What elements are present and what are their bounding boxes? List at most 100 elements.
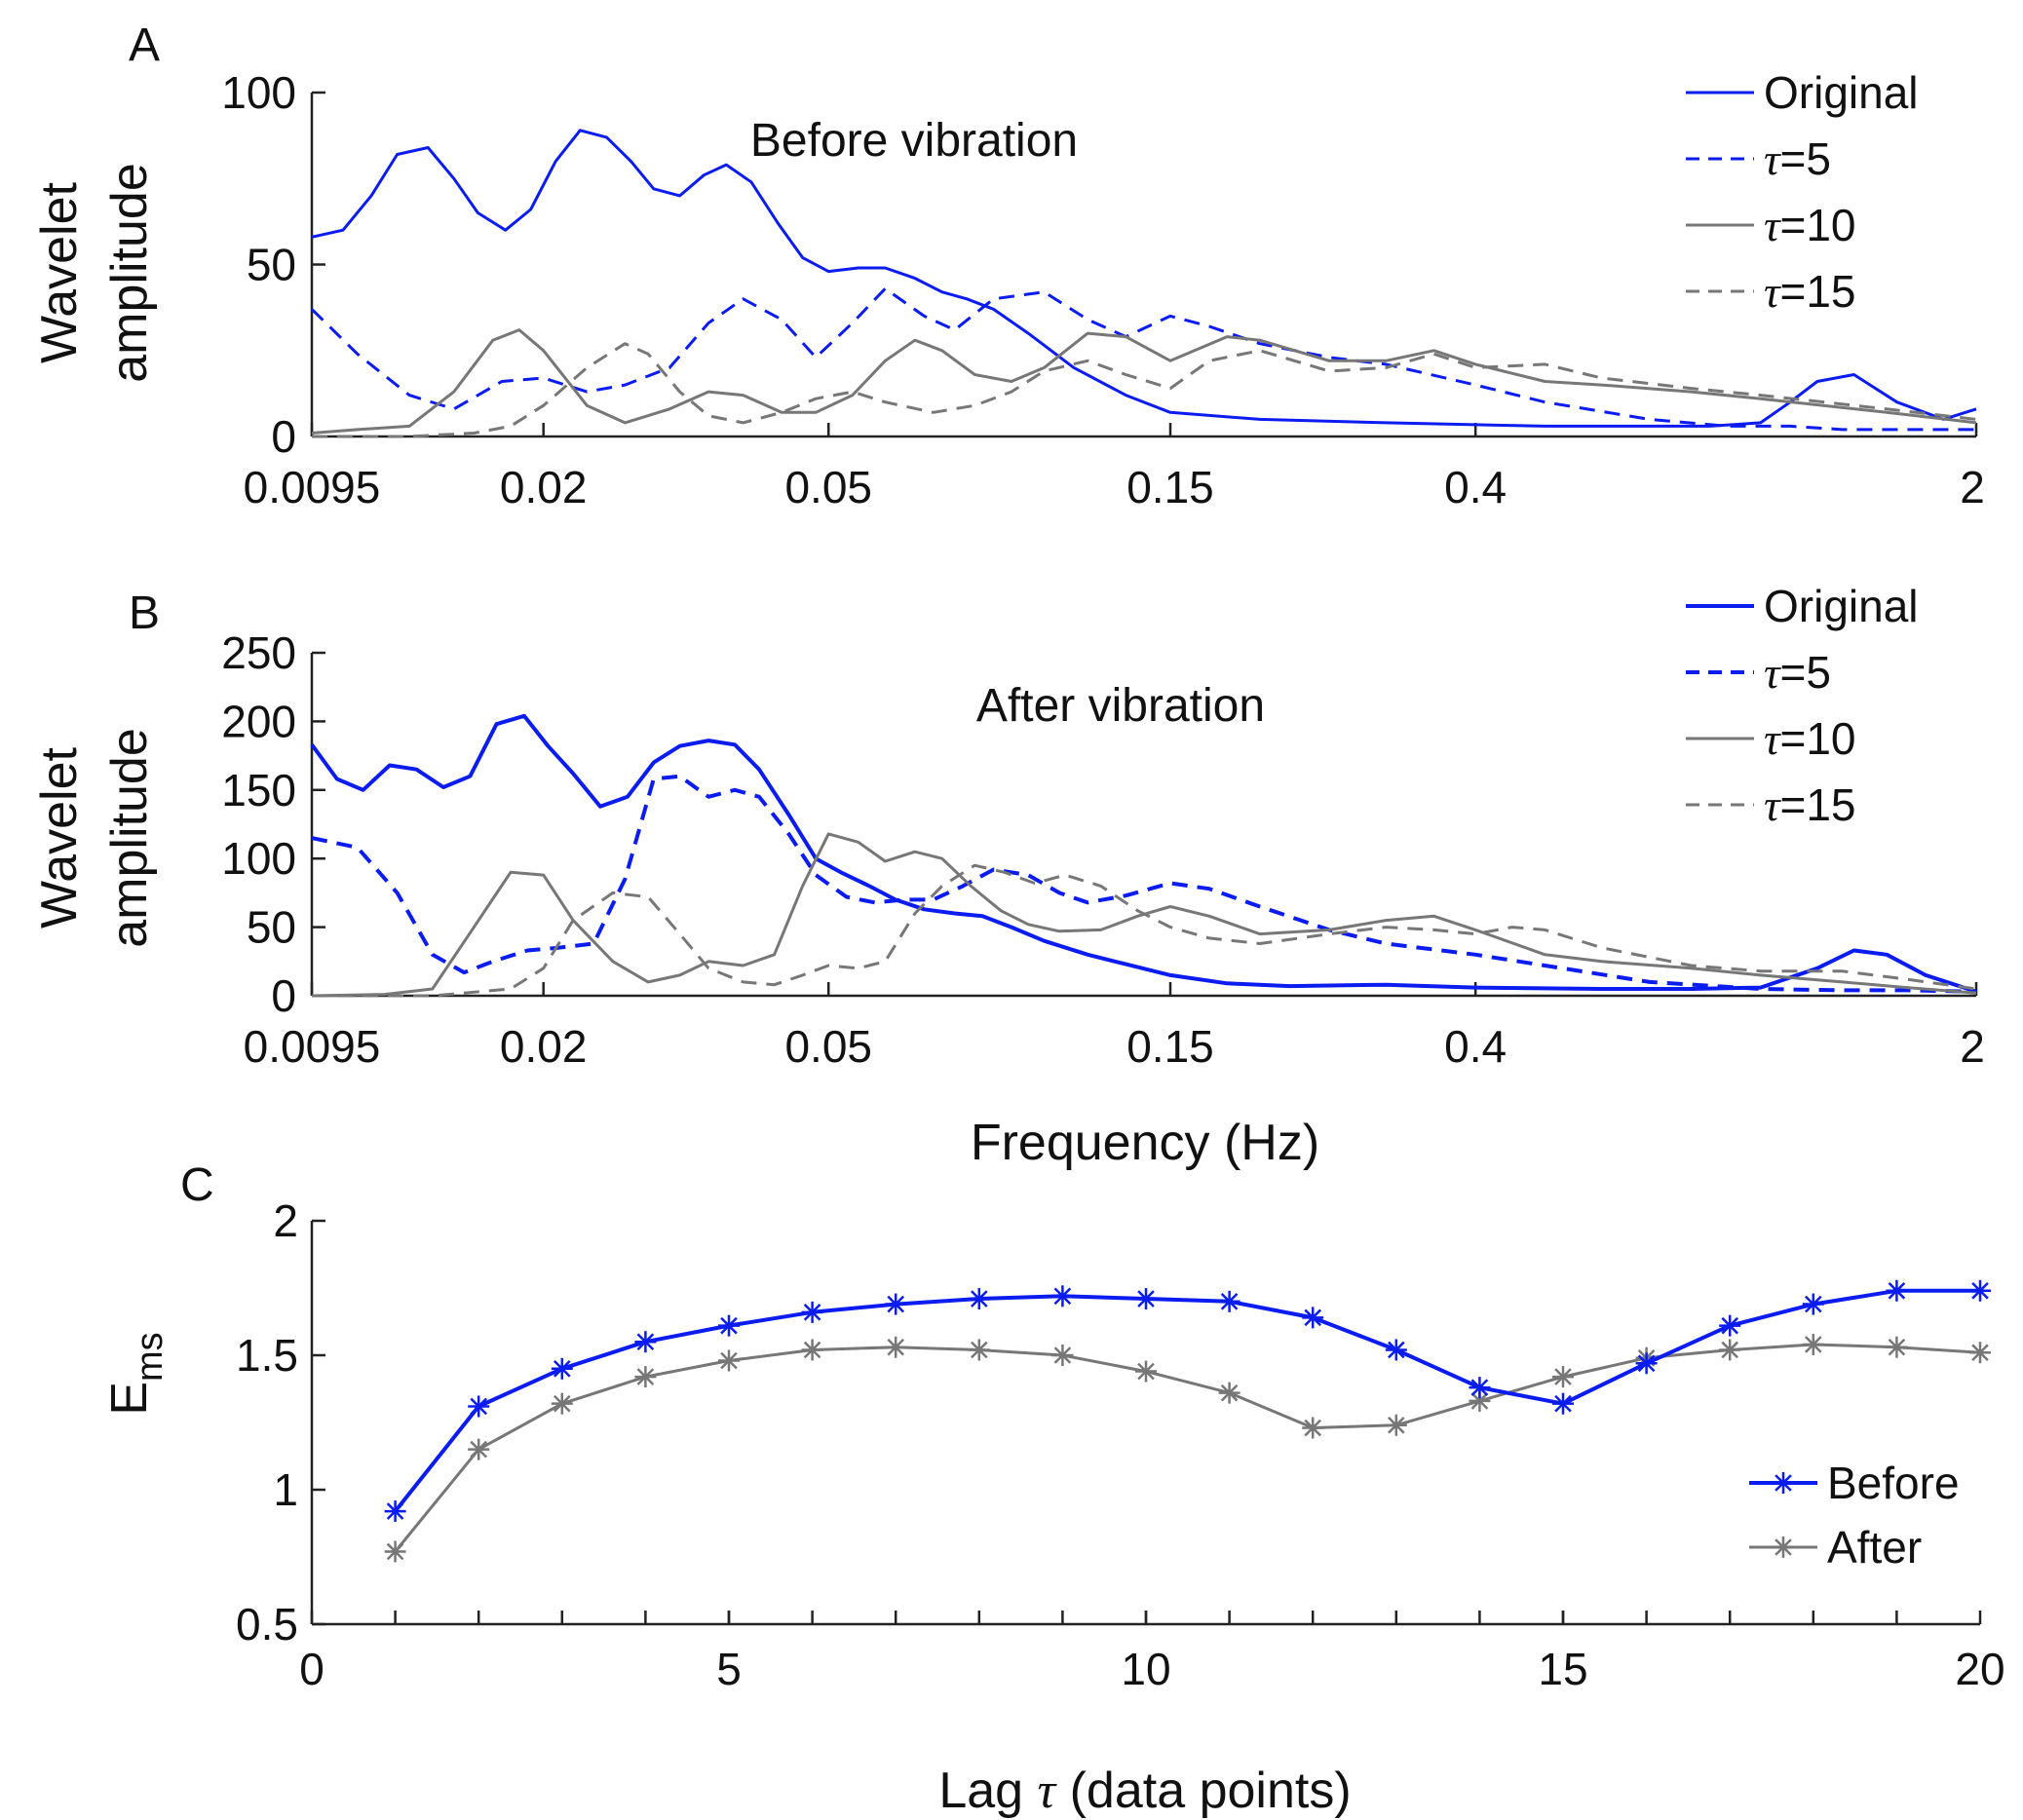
legend-marker bbox=[1773, 1472, 1794, 1494]
x-tick-label: 10 bbox=[1121, 1644, 1170, 1694]
marker-stroke bbox=[1220, 1292, 1239, 1310]
series-line-original bbox=[310, 713, 1977, 994]
series-line-tau5 bbox=[311, 774, 1977, 994]
marker-stroke bbox=[1053, 1287, 1072, 1306]
data-point-before bbox=[384, 1500, 406, 1523]
panel-b-annotation: After vibration bbox=[976, 680, 1265, 732]
marker-stroke bbox=[1721, 1316, 1739, 1335]
y-tick-label: 150 bbox=[221, 765, 296, 815]
data-point-after bbox=[1469, 1389, 1491, 1412]
marker-stroke bbox=[887, 1338, 905, 1356]
panel-c-ylabel: Ems bbox=[101, 1332, 171, 1415]
panel-b-ylabel-line1: Wavelet bbox=[31, 746, 88, 928]
data-point-after bbox=[1135, 1360, 1157, 1383]
panel-a-label: A bbox=[129, 19, 160, 71]
data-point-after bbox=[968, 1339, 990, 1361]
data-point-before bbox=[1385, 1339, 1407, 1361]
x-tick-label: 0.0095 bbox=[244, 462, 381, 512]
panel-a: A Before vibration Wavelet amplitude 0.0… bbox=[31, 19, 1985, 512]
panel-a-ylabel-line2: amplitude bbox=[101, 163, 158, 382]
x-tick-label: 15 bbox=[1538, 1644, 1587, 1694]
x-tick-label: 0.02 bbox=[500, 462, 588, 512]
marker-stroke bbox=[1053, 1346, 1072, 1364]
data-point-before bbox=[468, 1395, 490, 1418]
marker-stroke bbox=[970, 1341, 988, 1359]
panel-c-plot: 0 5 10 15 20 0.5 1 1.5 2 bbox=[236, 1195, 2005, 1694]
data-point-before bbox=[801, 1301, 823, 1323]
series-line-before bbox=[394, 1288, 1980, 1513]
panel-c-ylabel-sub: ms bbox=[130, 1332, 171, 1382]
marker-stroke bbox=[386, 1542, 404, 1561]
data-point-before bbox=[1469, 1377, 1491, 1399]
data-point-before bbox=[1635, 1352, 1658, 1375]
x-tick-label: 0.15 bbox=[1126, 1021, 1214, 1072]
series-line-tau5 bbox=[310, 286, 1976, 432]
data-point-before bbox=[1719, 1314, 1741, 1337]
x-tick-label: 2 bbox=[1960, 462, 1985, 512]
legend-label: Before bbox=[1827, 1458, 1960, 1508]
data-point-before bbox=[1802, 1293, 1824, 1315]
data-point-before bbox=[718, 1314, 740, 1337]
x-tick-label: 0.05 bbox=[784, 462, 872, 512]
data-point-after bbox=[1552, 1366, 1574, 1388]
series-line-tau15 bbox=[312, 863, 1977, 998]
panel-b-label: B bbox=[129, 588, 160, 639]
x-tick-label: 0.05 bbox=[784, 1021, 872, 1072]
x-tick-label: 5 bbox=[716, 1644, 742, 1694]
panel-c: C Ems Lag τ (data points) 0 5 10 15 20 0.5 1 1.… bbox=[101, 1159, 2005, 1819]
marker-stroke bbox=[887, 1295, 905, 1313]
legend-tau-symbol: τ bbox=[1764, 648, 1781, 698]
series-line-original bbox=[311, 129, 1977, 428]
marker-stroke bbox=[1470, 1392, 1489, 1410]
data-point-before bbox=[634, 1331, 657, 1353]
x-tick-label: 0.0095 bbox=[244, 1021, 381, 1072]
panel-c-xlabel-pre: Lag bbox=[938, 1763, 1037, 1819]
data-point-before bbox=[968, 1288, 990, 1310]
marker-stroke bbox=[470, 1440, 488, 1459]
data-point-before bbox=[1886, 1279, 1908, 1302]
legend-tau-value: =10 bbox=[1779, 713, 1855, 764]
legend-tau-symbol: τ bbox=[1764, 267, 1781, 317]
marker-stroke bbox=[803, 1304, 821, 1321]
y-tick-label: 200 bbox=[221, 696, 296, 746]
marker-stroke bbox=[636, 1368, 655, 1385]
x-tick-label: 0.4 bbox=[1444, 462, 1507, 512]
panel-c-legend: Before After bbox=[1749, 1458, 1960, 1573]
marker-stroke bbox=[1137, 1290, 1155, 1308]
legend-label: τ=5 bbox=[1764, 133, 1831, 184]
marker-stroke bbox=[1304, 1419, 1322, 1437]
marker-stroke bbox=[1775, 1538, 1792, 1556]
legend-label: τ=10 bbox=[1764, 200, 1856, 250]
y-tick-label: 0 bbox=[271, 970, 296, 1021]
series-line-tau10 bbox=[311, 832, 1977, 998]
marker-stroke bbox=[803, 1341, 821, 1359]
legend-tau-value: =5 bbox=[1779, 133, 1830, 184]
data-point-before bbox=[1552, 1392, 1574, 1415]
panel-a-annotation: Before vibration bbox=[750, 115, 1078, 167]
marker-stroke bbox=[1804, 1336, 1822, 1353]
y-tick-label: 50 bbox=[247, 240, 296, 290]
legend-label: After bbox=[1827, 1522, 1922, 1573]
panel-a-plot: 0.0095 0.02 0.05 0.15 0.4 2 0 50 100 bbox=[221, 67, 1985, 512]
y-tick-label: 100 bbox=[221, 833, 296, 884]
legend-tau-value: =15 bbox=[1779, 266, 1855, 317]
marker-stroke bbox=[1554, 1394, 1572, 1413]
y-tick-label: 1 bbox=[273, 1464, 298, 1515]
x-tick-label: 0.15 bbox=[1126, 462, 1214, 512]
legend-tau-symbol: τ bbox=[1764, 134, 1781, 184]
marker-stroke bbox=[1971, 1344, 1989, 1362]
marker-stroke bbox=[1775, 1474, 1792, 1492]
x-tick-label: 0.4 bbox=[1444, 1021, 1507, 1072]
data-point-before bbox=[1302, 1307, 1324, 1329]
y-tick-label: 0 bbox=[271, 411, 296, 462]
marker-stroke bbox=[636, 1333, 655, 1351]
data-point-before bbox=[1135, 1288, 1157, 1310]
data-point-after bbox=[885, 1336, 907, 1358]
legend-tau-value: =5 bbox=[1779, 647, 1830, 698]
legend-tau-symbol: τ bbox=[1764, 780, 1781, 830]
data-point-before bbox=[1051, 1285, 1074, 1308]
data-point-before bbox=[551, 1357, 573, 1380]
marker-stroke bbox=[386, 1502, 404, 1520]
